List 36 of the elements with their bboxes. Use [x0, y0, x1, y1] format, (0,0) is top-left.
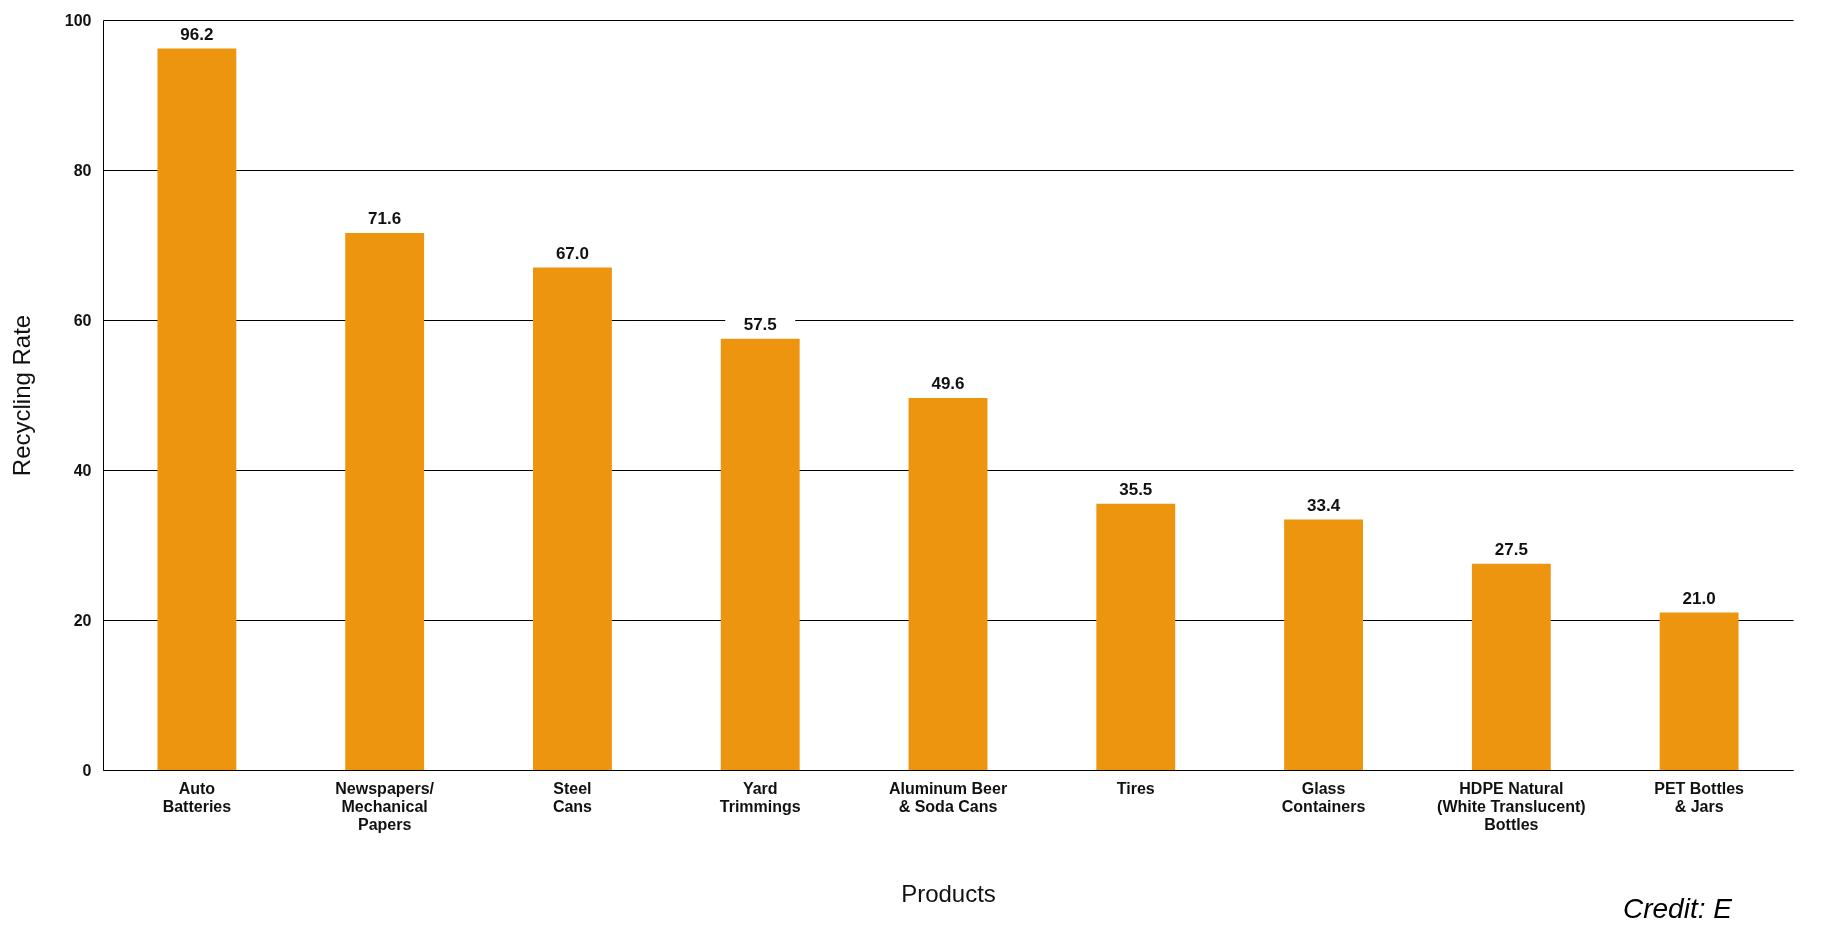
x-axis-title: Products — [901, 879, 996, 907]
bar — [1659, 612, 1739, 770]
bar — [908, 398, 988, 770]
y-tick-label: 0 — [82, 761, 92, 779]
x-tick-label: Glass Containers — [1281, 779, 1366, 815]
x-tick-label: Newspapers/ Mechanical Papers — [335, 779, 435, 833]
x-tick-label: Yard Trimmings — [719, 779, 801, 815]
data-label: 96.2 — [180, 24, 214, 44]
y-tick-label: 40 — [73, 461, 92, 479]
bar — [345, 233, 425, 770]
y-tick-label: 100 — [64, 11, 92, 29]
data-label: 57.5 — [743, 314, 777, 334]
data-label: 71.6 — [368, 209, 402, 228]
y-tick-label: 80 — [73, 161, 92, 179]
data-label: 21.0 — [1682, 588, 1716, 608]
data-label: 27.5 — [1494, 539, 1528, 559]
data-label: 67.0 — [555, 243, 589, 263]
data-label: 33.4 — [1307, 495, 1341, 515]
x-tick-label: Steel Cans — [552, 779, 593, 815]
x-tick-label: Auto Batteries — [162, 779, 232, 815]
y-axis-title: Recycling Rate — [7, 314, 35, 477]
x-tick-label: HDPE Natural (White Translucent) Bottles — [1437, 779, 1586, 833]
bar — [1096, 503, 1176, 770]
bar — [1284, 519, 1363, 770]
bar — [1471, 563, 1551, 770]
bar — [720, 338, 800, 770]
data-label: 49.6 — [931, 374, 965, 393]
text: Credit: E — [1623, 893, 1733, 924]
x-tick-label: PET Bottles & Jars — [1654, 779, 1745, 815]
bar — [533, 267, 612, 770]
data-label: 35.5 — [1119, 479, 1153, 499]
x-tick-label: Aluminum Beer & Soda Cans — [888, 779, 1008, 815]
x-tick-label: Tires — [1116, 779, 1155, 797]
y-tick-label: 20 — [73, 611, 92, 629]
bar — [157, 48, 237, 770]
y-tick-label: 60 — [73, 311, 92, 329]
